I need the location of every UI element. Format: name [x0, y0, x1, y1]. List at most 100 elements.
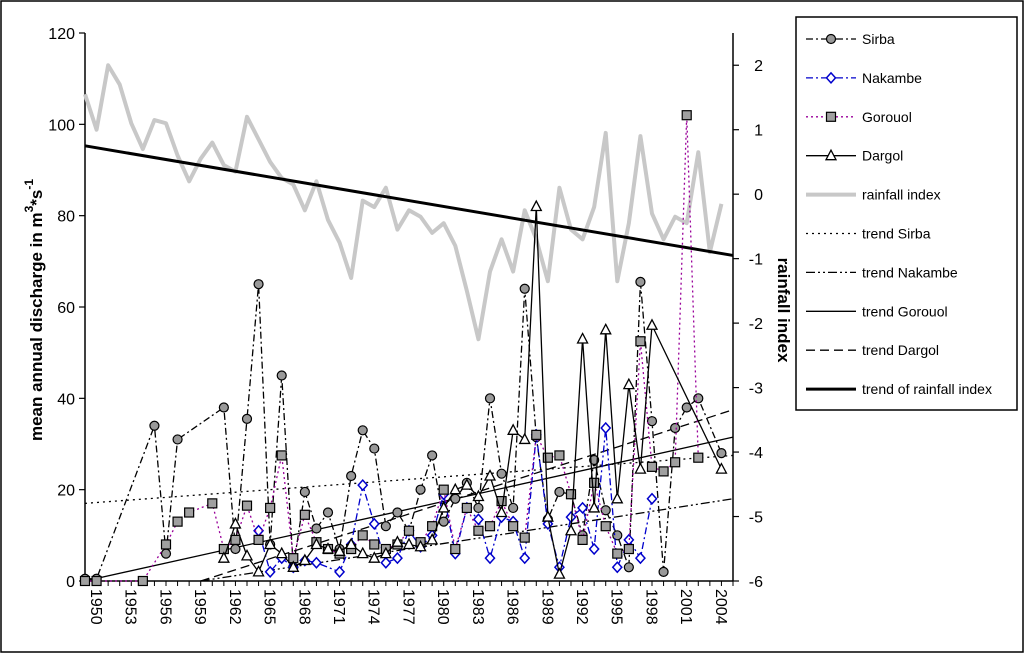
- y-tick-label: 60: [57, 300, 75, 317]
- sirba-point: [276, 370, 287, 381]
- dargol-point: [460, 478, 473, 490]
- sirba-point: [392, 507, 403, 518]
- nakambe-point: [611, 561, 623, 574]
- gorouol-point: [265, 502, 276, 514]
- dargol-point: [645, 318, 659, 330]
- sirba-point: [825, 33, 837, 45]
- sirba-point: [473, 502, 484, 514]
- x-tick-label-group: 1998: [642, 589, 659, 625]
- dargol-point: [217, 551, 230, 563]
- dargol-point: [426, 533, 439, 545]
- sirba-point: [369, 443, 380, 454]
- dargol-point: [264, 537, 277, 550]
- y2-tick-label: -2: [749, 316, 763, 333]
- gorouol-point: [508, 521, 519, 532]
- gorouol-point: [91, 575, 102, 587]
- x-tick-label: 1998: [642, 589, 659, 625]
- dargol-point: [634, 462, 647, 474]
- y2-tick-label: -1: [749, 252, 763, 269]
- dargol-point: [541, 510, 554, 522]
- dargol-point: [298, 553, 311, 566]
- gorouol-point: [473, 525, 484, 536]
- gorouol-point: [438, 484, 449, 495]
- nakambe-point: [380, 556, 392, 569]
- sirba-point: [218, 402, 229, 413]
- x-tick-label: 1995: [608, 589, 625, 625]
- y-tick-label: 120: [48, 26, 75, 43]
- x-tick-label-group: 1983: [469, 589, 486, 625]
- x-tick-label-group: 1995: [608, 589, 625, 625]
- sirba-point: [160, 548, 172, 559]
- y2-tick-label: 0: [754, 187, 763, 204]
- sirba-point: [380, 521, 391, 532]
- nakambe-point: [472, 513, 484, 526]
- dargol-point: [287, 560, 300, 572]
- dargol-point: [472, 489, 485, 502]
- sirba-point: [415, 484, 426, 495]
- sirba-point: [508, 502, 519, 514]
- trend-Dargol-line: [200, 409, 734, 582]
- gorouol-point: [484, 521, 496, 532]
- y2-tick-label: -3: [749, 381, 763, 398]
- x-tick-label: 1953: [122, 589, 139, 625]
- nakambe-point: [484, 552, 496, 565]
- sirba-point: [554, 486, 565, 498]
- sirba-point: [600, 505, 611, 516]
- nakambe-point: [391, 552, 403, 565]
- nakambe-point: [368, 517, 380, 531]
- y-axis-title: mean annual discharge in m3*s-1: [22, 179, 46, 441]
- dargol-point: [368, 551, 381, 563]
- x-tick-label: 1974: [365, 589, 382, 625]
- dargol-point: [321, 542, 335, 554]
- x-tick-label-group: 1959: [191, 589, 208, 625]
- sirba-point: [589, 454, 600, 466]
- nakambe-point: [634, 552, 646, 565]
- sirba-point: [612, 530, 623, 541]
- sirba-point: [670, 422, 681, 434]
- dargol-point: [252, 564, 265, 577]
- y2-tick-label: 1: [754, 123, 763, 140]
- trend-of-rainfall-index-line: [84, 144, 734, 257]
- nakambe-point: [334, 565, 346, 578]
- sirba-point: [357, 425, 368, 436]
- x-tick-label: 2001: [677, 589, 694, 625]
- gorouol-point: [554, 450, 565, 461]
- gorouol-point: [276, 450, 287, 461]
- gorouol-point: [207, 498, 218, 509]
- gorouol-point: [635, 336, 646, 347]
- dargol-point: [345, 537, 358, 550]
- gorouol-point: [369, 539, 380, 550]
- x-tick-label: 1977: [399, 589, 416, 625]
- x-tick-label: 1983: [469, 589, 486, 625]
- x-tick-label: 1971: [330, 589, 347, 625]
- y2-tick-label: 2: [754, 58, 763, 75]
- dargol-point: [275, 546, 288, 559]
- nakambe-point: [825, 71, 837, 85]
- x-tick-label: 1986: [504, 589, 521, 625]
- legend-label-gorouol: Gorouol: [862, 109, 912, 125]
- legend-label-t_gorouol: trend Gorouol: [862, 303, 948, 319]
- x-tick-label: 1992: [573, 589, 590, 625]
- gorouol-point: [646, 461, 658, 472]
- x-tick-label: 1962: [226, 589, 243, 625]
- x-tick-label-group: 1989: [538, 589, 555, 625]
- gorouol-point: [403, 525, 415, 536]
- legend-label-t_nakambe: trend Nakambe: [862, 264, 958, 280]
- dargol-point: [530, 199, 543, 212]
- legend-label-rainfall: rainfall index: [862, 187, 941, 203]
- gorouol-point: [565, 489, 577, 500]
- x-tick-label-group: 1968: [295, 589, 312, 625]
- x-tick-label: 1950: [87, 589, 104, 625]
- x-tick-label: 1956: [156, 589, 173, 625]
- dargol-point: [495, 505, 508, 518]
- gorouol-point: [253, 534, 264, 546]
- nakambe-line: [257, 427, 653, 574]
- sirba-point: [253, 279, 264, 290]
- nakambe-point: [519, 552, 531, 565]
- sirba-point: [519, 283, 530, 294]
- gorouol-point: [589, 477, 600, 488]
- x-tick-label-group: 2004: [712, 589, 729, 625]
- y-tick-label: 0: [66, 574, 75, 591]
- nakambe-point: [646, 492, 658, 505]
- x-tick-label: 1989: [538, 589, 555, 625]
